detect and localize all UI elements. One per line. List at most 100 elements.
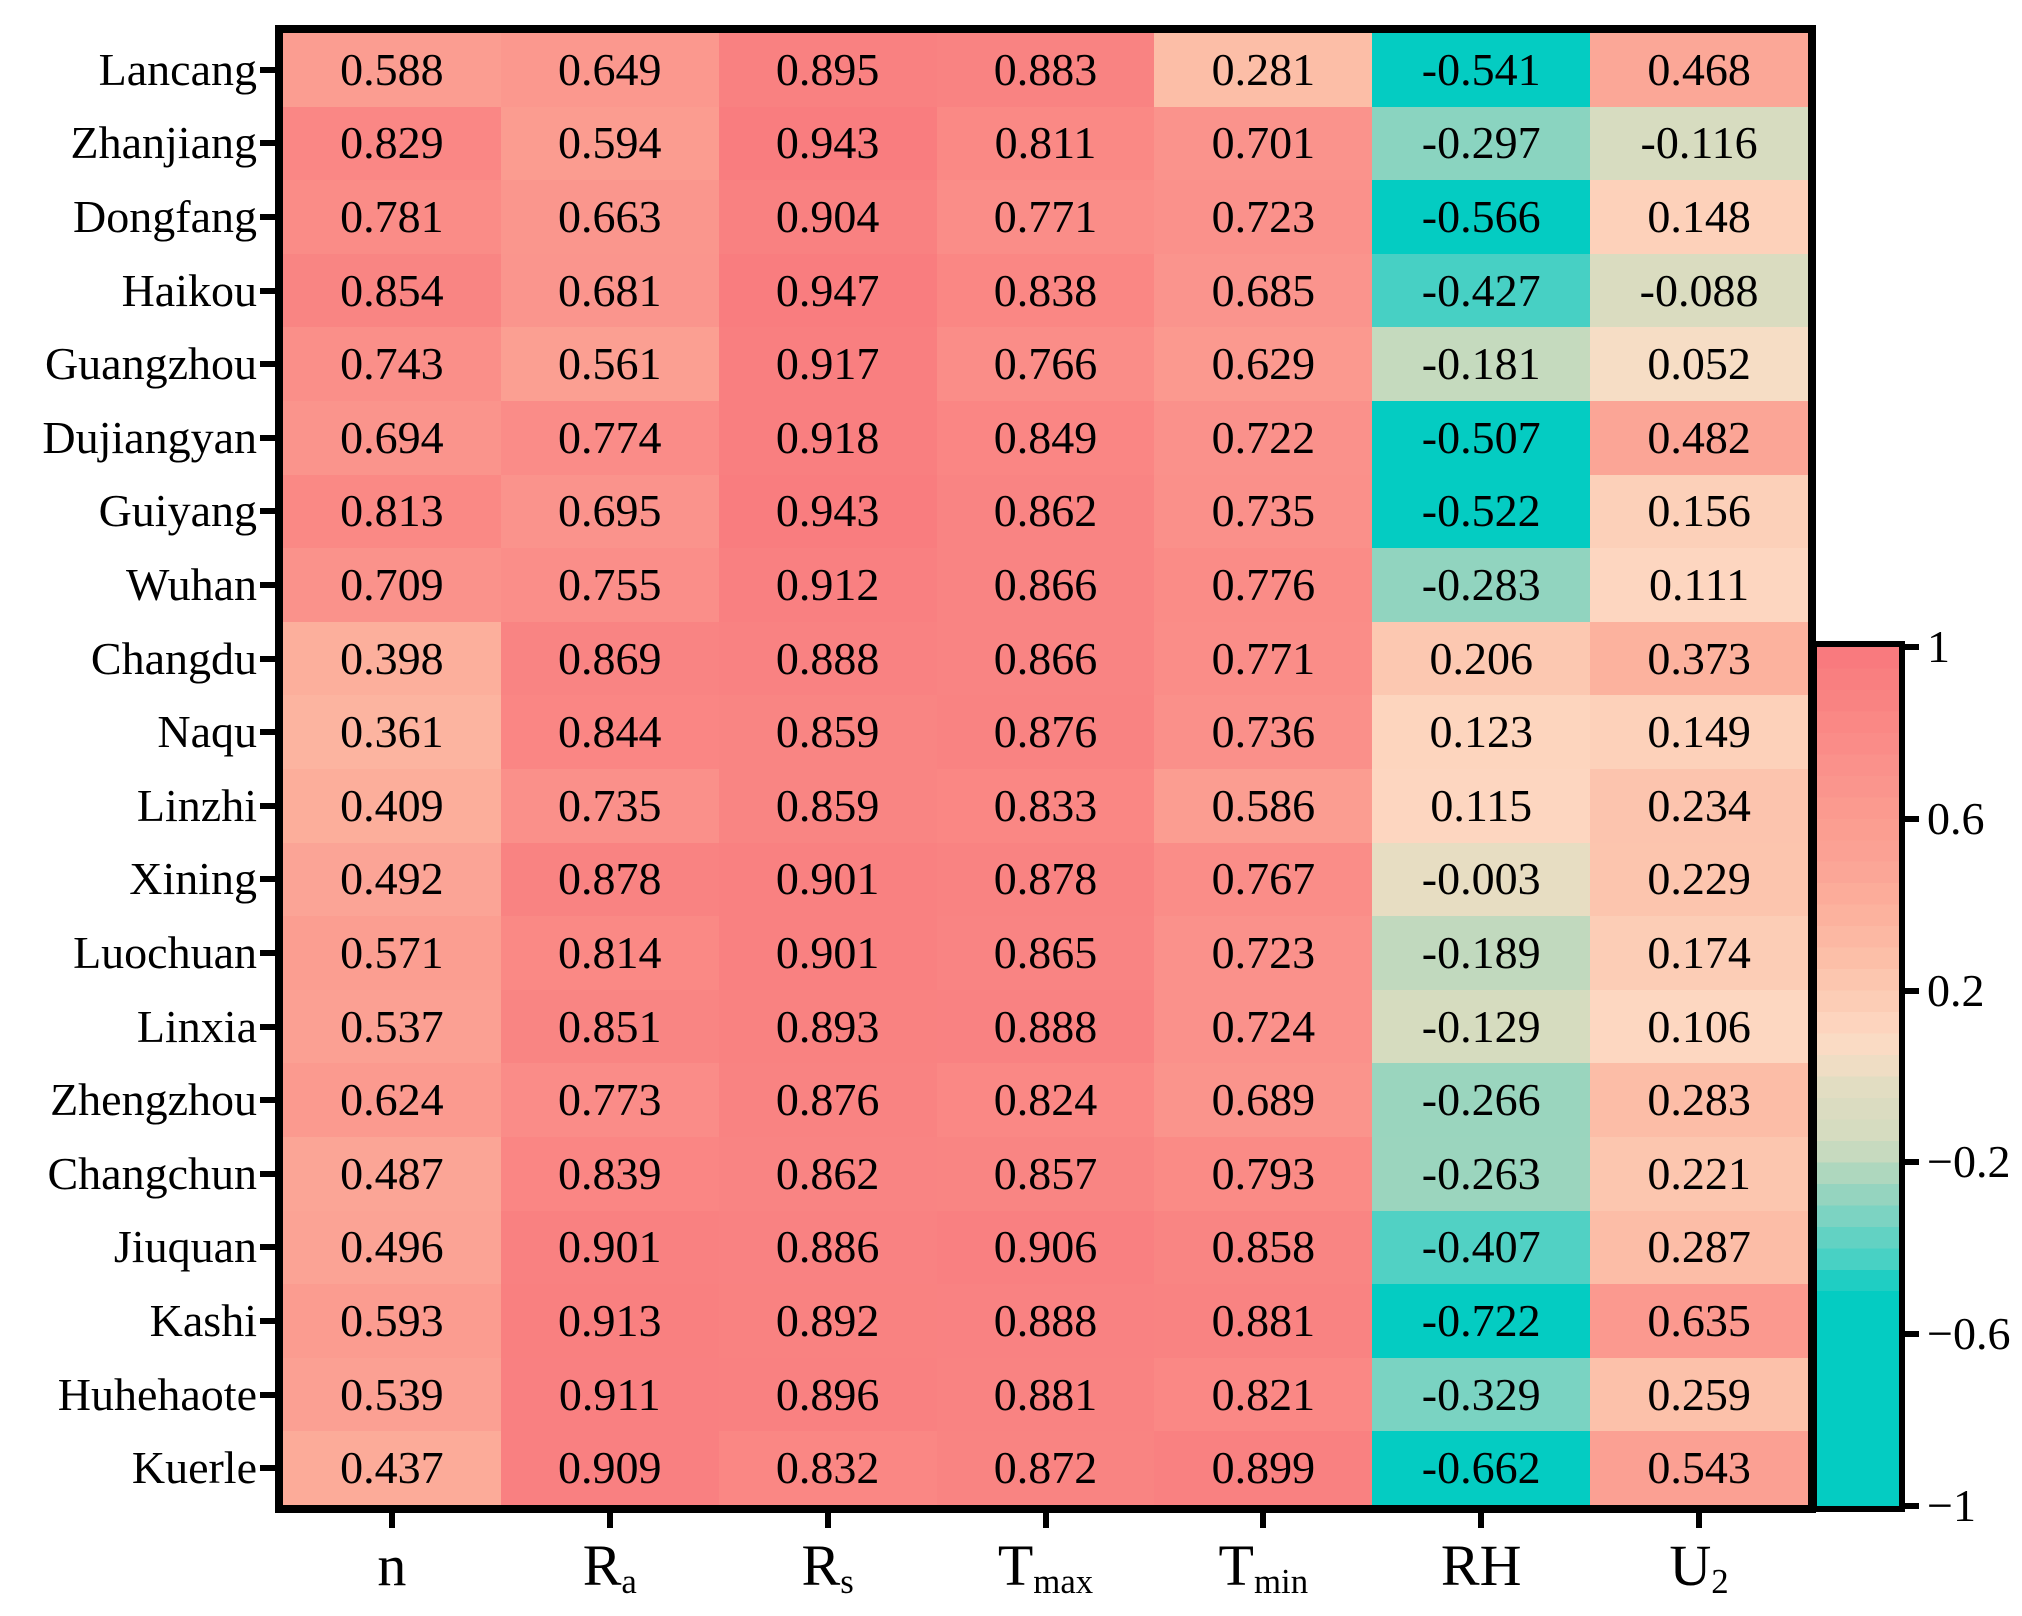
row-tick-mark bbox=[260, 140, 275, 147]
heatmap-cell: -0.003 bbox=[1372, 842, 1591, 917]
row-tick-mark bbox=[260, 434, 275, 441]
heatmap-cell: 0.767 bbox=[1154, 842, 1373, 917]
heatmap-cell: 0.862 bbox=[718, 1136, 937, 1211]
heatmap-cell: 0.115 bbox=[1372, 768, 1591, 843]
row-tick-mark bbox=[260, 508, 275, 515]
heatmap-cell: 0.111 bbox=[1590, 548, 1808, 622]
heatmap-cell: 0.437 bbox=[283, 1431, 501, 1505]
heatmap-cell: 0.918 bbox=[718, 400, 937, 475]
row-label: Xining bbox=[129, 853, 257, 905]
heatmap-cell: -0.263 bbox=[1372, 1136, 1591, 1211]
row-label: Zhengzhou bbox=[50, 1074, 257, 1126]
heatmap-cell: 0.537 bbox=[283, 989, 501, 1064]
heatmap-cell: 0.892 bbox=[718, 1284, 937, 1358]
row-label: Huhehaote bbox=[57, 1368, 257, 1420]
heatmap-cell: 0.857 bbox=[936, 1136, 1155, 1211]
heatmap-cell: 0.561 bbox=[500, 327, 719, 401]
heatmap-cell: 0.829 bbox=[283, 106, 501, 181]
heatmap-cell: 0.883 bbox=[936, 33, 1155, 107]
heatmap-cell: 0.878 bbox=[500, 842, 719, 917]
heatmap-cell: 0.771 bbox=[936, 180, 1155, 254]
heatmap-cell: -0.266 bbox=[1372, 1063, 1591, 1137]
heatmap-cell: 0.588 bbox=[283, 33, 501, 107]
heatmap-cell: 0.899 bbox=[1154, 1431, 1373, 1505]
heatmap-cell: 0.872 bbox=[936, 1431, 1155, 1505]
heatmap-cell: 0.106 bbox=[1590, 989, 1808, 1064]
row-label: Jiuquan bbox=[113, 1221, 257, 1273]
heatmap-cell: 0.492 bbox=[283, 842, 501, 917]
heatmap-cell: 0.539 bbox=[283, 1357, 501, 1432]
colorbar-tick-mark bbox=[1905, 644, 1919, 650]
heatmap-cell: 0.906 bbox=[936, 1210, 1155, 1285]
heatmap-cell: 0.776 bbox=[1154, 548, 1373, 622]
heatmap-cell: 0.361 bbox=[283, 695, 501, 769]
heatmap-cell: 0.234 bbox=[1590, 768, 1808, 843]
column-tick-mark bbox=[824, 1513, 831, 1528]
heatmap-cell: 0.832 bbox=[718, 1431, 937, 1505]
row-label: Kashi bbox=[149, 1295, 257, 1346]
heatmap-cell: 0.685 bbox=[1154, 253, 1373, 328]
heatmap-cell: 0.629 bbox=[1154, 327, 1373, 401]
colorbar-tick-mark bbox=[1905, 1503, 1919, 1509]
heatmap-cell: 0.839 bbox=[500, 1136, 719, 1211]
row-label: Linzhi bbox=[136, 779, 257, 831]
row-label: Zhanjiang bbox=[70, 117, 258, 169]
heatmap-cell: 0.409 bbox=[283, 768, 501, 843]
row-label: Changdu bbox=[90, 632, 257, 684]
heatmap-cell: -0.566 bbox=[1372, 180, 1591, 254]
row-tick-mark bbox=[260, 66, 275, 73]
heatmap-cell: 0.824 bbox=[936, 1063, 1155, 1137]
colorbar-tick-mark bbox=[1905, 1331, 1919, 1338]
row-tick-mark bbox=[260, 802, 275, 809]
heatmap-cell: 0.771 bbox=[1154, 621, 1373, 696]
heatmap-cell: 0.052 bbox=[1590, 327, 1808, 401]
heatmap-cell: 0.917 bbox=[718, 327, 937, 401]
heatmap-cell: 0.866 bbox=[936, 621, 1155, 696]
heatmap-cell: -0.189 bbox=[1372, 916, 1591, 990]
row-tick-mark bbox=[260, 287, 275, 294]
heatmap-cell: 0.943 bbox=[718, 474, 937, 549]
heatmap-cell: 0.398 bbox=[283, 621, 501, 696]
heatmap-cell: 0.896 bbox=[718, 1357, 937, 1432]
heatmap-cell: -0.129 bbox=[1372, 989, 1591, 1064]
heatmap-cell: 0.689 bbox=[1154, 1063, 1373, 1137]
heatmap-cell: 0.844 bbox=[500, 695, 719, 769]
column-tick-mark bbox=[1478, 1513, 1485, 1528]
row-label: Changchun bbox=[47, 1147, 257, 1199]
heatmap-cell: -0.722 bbox=[1372, 1284, 1591, 1358]
heatmap-cell: 0.781 bbox=[283, 180, 501, 254]
heatmap-cell: 0.866 bbox=[936, 548, 1155, 622]
heatmap-cell: 0.912 bbox=[718, 548, 937, 622]
heatmap-cell: 0.735 bbox=[1154, 474, 1373, 549]
heatmap-cell: 0.755 bbox=[500, 548, 719, 622]
heatmap-cell: 0.543 bbox=[1590, 1431, 1808, 1505]
column-label: Rs bbox=[801, 1533, 854, 1601]
heatmap-cell: 0.858 bbox=[1154, 1210, 1373, 1285]
colorbar-tick-mark bbox=[1905, 987, 1919, 994]
heatmap-cell: 0.881 bbox=[936, 1357, 1155, 1432]
heatmap-cell: 0.701 bbox=[1154, 106, 1373, 181]
heatmap-cell: 0.869 bbox=[500, 621, 719, 696]
heatmap-cell: 0.156 bbox=[1590, 474, 1808, 549]
row-tick-mark bbox=[260, 1170, 275, 1177]
colorbar bbox=[1811, 641, 1905, 1512]
row-label: Guiyang bbox=[98, 485, 257, 537]
heatmap-cell: 0.681 bbox=[500, 253, 719, 328]
heatmap-cell: 0.774 bbox=[500, 400, 719, 475]
heatmap-cell: 0.859 bbox=[718, 695, 937, 769]
heatmap-cell: 0.743 bbox=[283, 327, 501, 401]
row-tick-mark bbox=[260, 214, 275, 220]
heatmap-cell: 0.148 bbox=[1590, 180, 1808, 254]
heatmap-cell: 0.149 bbox=[1590, 695, 1808, 769]
heatmap-cell: 0.943 bbox=[718, 106, 937, 181]
row-tick-mark bbox=[260, 655, 275, 662]
column-tick-mark bbox=[1260, 1513, 1267, 1528]
heatmap-cell: 0.123 bbox=[1372, 695, 1591, 769]
heatmap-cell: 0.174 bbox=[1590, 916, 1808, 990]
heatmap-cell: 0.259 bbox=[1590, 1357, 1808, 1432]
column-label: n bbox=[377, 1533, 407, 1598]
heatmap-cell: -0.297 bbox=[1372, 106, 1591, 181]
heatmap-cell: 0.881 bbox=[1154, 1284, 1373, 1358]
heatmap-cell: 0.773 bbox=[500, 1063, 719, 1137]
